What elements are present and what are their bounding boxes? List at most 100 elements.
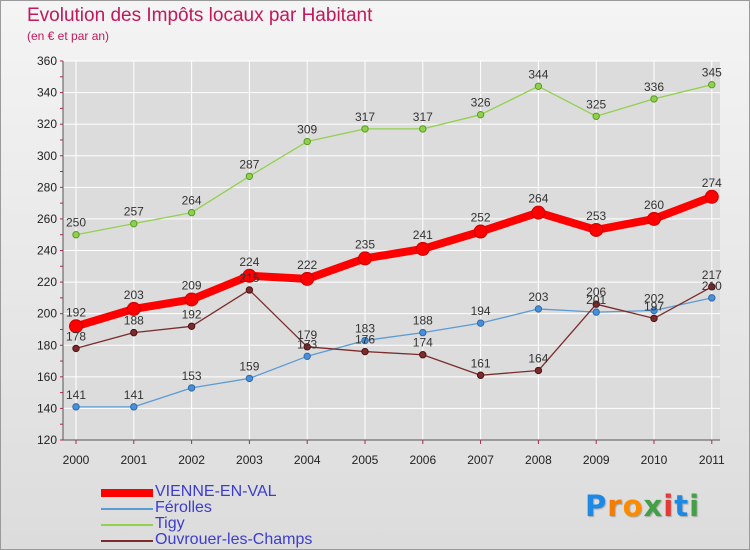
data-point-ferolles <box>245 374 254 383</box>
data-label-ouvrouer-les-champs: 217 <box>702 268 722 282</box>
y-tick-label: 220 <box>37 275 57 289</box>
data-label-ferolles: 188 <box>413 314 433 328</box>
legend-swatch <box>101 540 153 542</box>
y-tick-label: 300 <box>37 149 57 163</box>
data-point-tigy <box>303 137 311 146</box>
x-tick-label: 2011 <box>699 453 725 467</box>
chart-title: Evolution des Impôts locaux par Habitant <box>27 5 373 26</box>
data-point-ouvrouer-les-champs <box>476 371 485 379</box>
data-label-ferolles: 141 <box>66 388 86 402</box>
data-point-vienne-en-val <box>358 251 372 266</box>
data-point-vienne-en-val <box>647 211 661 226</box>
x-tick-label: 2010 <box>641 453 668 467</box>
series-line-tigy <box>75 84 713 236</box>
legend-swatch <box>101 508 153 510</box>
data-label-ferolles: 203 <box>528 290 548 304</box>
data-point-vienne-en-val <box>473 224 488 239</box>
y-tick-label: 320 <box>37 117 57 131</box>
data-point-vienne-en-val <box>531 205 546 220</box>
legend-swatch <box>101 524 153 526</box>
y-tick-label: 340 <box>37 86 57 100</box>
data-point-ouvrouer-les-champs <box>303 343 311 351</box>
x-tick-label: 2004 <box>294 453 321 467</box>
data-point-ferolles <box>650 306 658 315</box>
logo-letter: x <box>643 489 664 523</box>
data-point-ouvrouer-les-champs <box>187 322 196 330</box>
data-label-vienne-en-val: 235 <box>355 237 375 251</box>
data-point-vienne-en-val <box>69 319 83 334</box>
data-label-ouvrouer-les-champs: 178 <box>66 329 86 343</box>
data-point-vienne-en-val <box>126 301 141 316</box>
chart-subtitle: (en € et par an) <box>27 29 110 43</box>
proxiti-logo: Proxiti <box>585 489 700 523</box>
data-point-ferolles <box>361 336 369 345</box>
data-point-ouvrouer-les-champs <box>650 314 658 323</box>
x-tick-label: 2006 <box>409 453 436 467</box>
data-point-vienne-en-val <box>415 241 430 256</box>
data-label-ouvrouer-les-champs: 161 <box>471 356 491 370</box>
data-label-tigy: 336 <box>644 80 664 94</box>
x-tick-label: 2009 <box>583 453 610 467</box>
x-tick-label: 2000 <box>63 453 90 467</box>
y-tick-label: 160 <box>37 370 57 384</box>
x-tick-label: 2008 <box>525 453 552 467</box>
data-label-vienne-en-val: 253 <box>586 209 606 223</box>
data-label-ferolles: 153 <box>182 369 202 383</box>
logo-letter: r <box>607 489 623 523</box>
data-point-ouvrouer-les-champs <box>72 344 80 353</box>
data-point-ferolles <box>708 294 716 302</box>
data-point-ouvrouer-les-champs <box>130 328 138 337</box>
data-point-tigy <box>708 80 716 89</box>
data-label-ouvrouer-les-champs: 174 <box>413 336 433 350</box>
series-line-ouvrouer-les-champs <box>75 286 713 376</box>
data-label-ferolles: 202 <box>644 292 664 306</box>
data-point-ouvrouer-les-champs <box>245 286 254 294</box>
data-point-ouvrouer-les-champs <box>361 347 369 356</box>
data-label-tigy: 287 <box>239 157 259 171</box>
logo-letter: i <box>689 489 701 523</box>
x-tick-label: 2007 <box>467 453 494 467</box>
y-tick-label: 280 <box>37 180 57 194</box>
y-tick-label: 360 <box>37 54 57 68</box>
data-point-tigy <box>361 125 369 133</box>
data-label-vienne-en-val: 203 <box>124 288 144 302</box>
data-label-ouvrouer-les-champs: 176 <box>355 333 375 347</box>
data-point-ouvrouer-les-champs <box>708 283 716 291</box>
data-label-tigy: 317 <box>413 110 433 124</box>
data-label-ouvrouer-les-champs: 164 <box>528 352 548 366</box>
logo-letter: i <box>663 489 675 523</box>
data-point-vienne-en-val <box>589 222 604 237</box>
data-point-vienne-en-val <box>704 189 719 204</box>
x-tick-label: 2003 <box>236 453 263 467</box>
data-label-vienne-en-val: 241 <box>413 228 433 242</box>
data-label-vienne-en-val: 264 <box>528 192 548 206</box>
data-point-ouvrouer-les-champs <box>534 366 543 375</box>
data-point-tigy <box>476 110 485 119</box>
data-label-ferolles: 210 <box>702 279 722 293</box>
legend-label: Férolles <box>155 499 212 516</box>
data-label-tigy: 264 <box>182 194 202 208</box>
data-point-tigy <box>187 208 196 217</box>
data-label-ferolles: 141 <box>124 388 144 402</box>
data-label-vienne-en-val: 252 <box>471 211 491 225</box>
data-point-ouvrouer-les-champs <box>419 351 427 359</box>
data-label-tigy: 317 <box>355 110 375 124</box>
data-point-ferolles <box>419 328 427 337</box>
data-label-vienne-en-val: 209 <box>182 278 202 292</box>
data-point-ferolles <box>592 308 600 316</box>
logo-letter: P <box>585 489 608 523</box>
data-label-vienne-en-val: 222 <box>297 258 317 272</box>
data-point-ouvrouer-les-champs <box>592 300 600 308</box>
data-point-vienne-en-val <box>242 268 257 283</box>
x-tick-label: 2002 <box>178 453 205 467</box>
data-label-ferolles: 173 <box>297 337 317 351</box>
data-point-tigy <box>72 231 80 239</box>
legend-swatch <box>101 489 153 497</box>
data-point-tigy <box>130 219 138 228</box>
data-label-tigy: 325 <box>586 97 606 111</box>
data-label-ferolles: 183 <box>355 322 375 336</box>
data-point-ferolles <box>534 305 543 313</box>
y-tick-label: 200 <box>37 307 57 321</box>
data-label-vienne-en-val: 260 <box>644 198 664 212</box>
